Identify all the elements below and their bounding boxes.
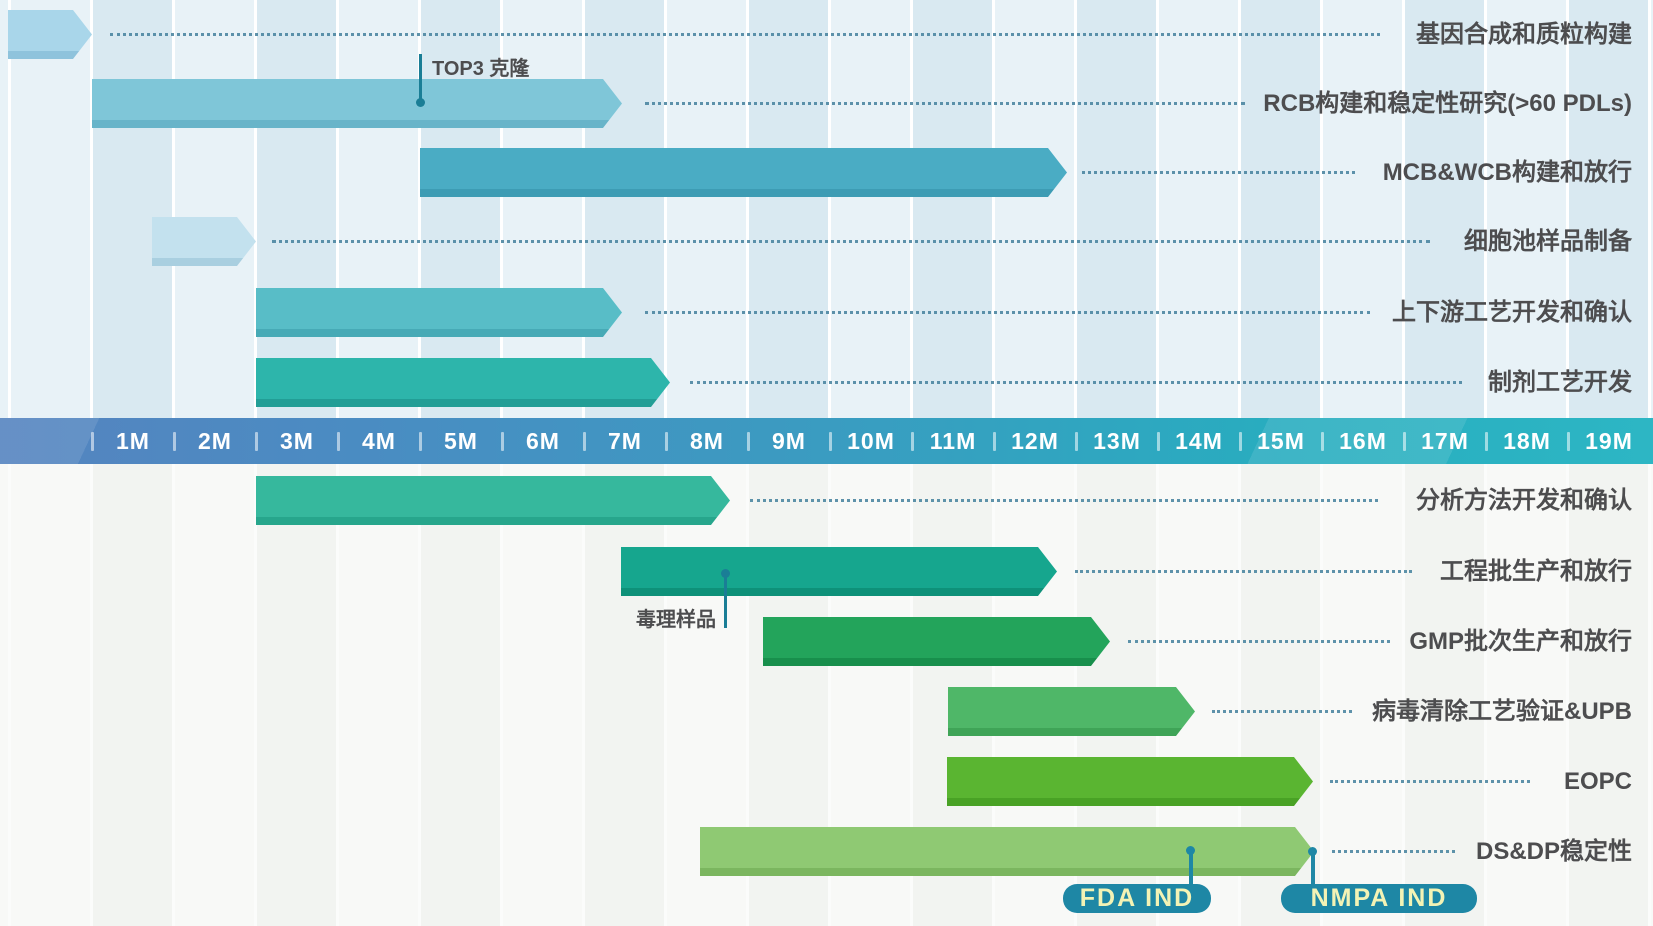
- task-label: DS&DP稳定性: [1475, 837, 1632, 865]
- annotation-connector-dot: [415, 97, 425, 107]
- leader-line: [1128, 639, 1390, 643]
- annotation-connector-line: [418, 54, 422, 102]
- task-bar[interactable]: [256, 476, 730, 525]
- axis-month-label: 17M: [1421, 427, 1469, 454]
- axis-tick: [1402, 432, 1406, 451]
- axis-tick: [910, 432, 914, 451]
- milestone-badge[interactable]: FDA IND: [1063, 884, 1211, 913]
- task-label: 工程批生产和放行: [1440, 557, 1632, 585]
- leader-line: [750, 498, 1378, 502]
- axis-month-label: 16M: [1339, 427, 1387, 454]
- task-label: 制剂工艺开发: [1488, 368, 1632, 396]
- axis-month-label: 15M: [1257, 427, 1305, 454]
- task-bar[interactable]: [256, 358, 670, 407]
- axis-month-label: 3M: [280, 427, 314, 454]
- task-label: 病毒清除工艺验证&UPB: [1371, 697, 1632, 725]
- task-bar[interactable]: [947, 757, 1313, 806]
- leader-line: [645, 101, 1245, 105]
- leader-line: [1212, 709, 1352, 713]
- milestone-badge[interactable]: NMPA IND: [1281, 884, 1477, 913]
- axis-month-label: 4M: [362, 427, 396, 454]
- axis-tick: [746, 432, 750, 451]
- axis-month-label: 13M: [1093, 427, 1141, 454]
- task-label: 上下游工艺开发和确认: [1392, 298, 1632, 326]
- milestone-connector-dot: [1186, 846, 1195, 855]
- leader-line: [1332, 849, 1455, 853]
- axis-tick: [254, 432, 258, 451]
- axis-tick: [664, 432, 668, 451]
- task-label: 细胞池样品制备: [1464, 227, 1632, 255]
- leader-line: [1330, 779, 1530, 783]
- task-bar[interactable]: [8, 10, 92, 59]
- axis-month-label: 18M: [1503, 427, 1551, 454]
- axis-month-label: 8M: [690, 427, 724, 454]
- task-bar[interactable]: [621, 547, 1057, 596]
- task-label: GMP批次生产和放行: [1409, 627, 1632, 655]
- leader-line: [690, 380, 1462, 384]
- annotation-connector-dot: [720, 568, 730, 578]
- axis-tick: [582, 432, 586, 451]
- axis-month-label: 5M: [444, 427, 478, 454]
- axis-month-label: 1M: [116, 427, 150, 454]
- task-label: EOPC: [1563, 767, 1632, 795]
- annotation-label: TOP3 克隆: [432, 58, 530, 80]
- axis-tick: [992, 432, 996, 451]
- milestone-connector-dot: [1308, 847, 1317, 856]
- leader-line: [1075, 569, 1412, 573]
- axis-tick: [1238, 432, 1242, 451]
- task-bar[interactable]: [256, 288, 622, 337]
- axis-month-label: 6M: [526, 427, 560, 454]
- axis-month-label: 14M: [1175, 427, 1223, 454]
- task-bar[interactable]: [92, 79, 622, 128]
- axis-tick: [1074, 432, 1078, 451]
- axis-tick: [1320, 432, 1324, 451]
- bottom-section-background: [0, 464, 1653, 926]
- axis-month-label: 11M: [929, 427, 977, 454]
- task-label: MCB&WCB构建和放行: [1382, 158, 1632, 186]
- milestone-connector-line: [1311, 852, 1315, 884]
- axis-month-label: 12M: [1011, 427, 1059, 454]
- timeline-axis: 1M 2M 3M 4M 5M 6M 7M 8M 9M 10M 11M 12M 13M 14M 15M 16M 1…: [0, 418, 1653, 464]
- axis-tick: [1156, 432, 1160, 451]
- task-bar[interactable]: [152, 217, 256, 266]
- milestone-connector-line: [1189, 851, 1193, 884]
- axis-month-label: 10M: [847, 427, 895, 454]
- axis-tick: [1484, 432, 1488, 451]
- annotation-connector-line: [723, 573, 727, 628]
- task-label: RCB构建和稳定性研究(>60 PDLs): [1263, 89, 1632, 117]
- axis-tick: [336, 432, 340, 451]
- leader-line: [272, 239, 1430, 243]
- task-bar[interactable]: [700, 827, 1314, 876]
- leader-line: [645, 310, 1370, 314]
- task-label: 分析方法开发和确认: [1416, 486, 1632, 514]
- axis-tick: [90, 432, 94, 451]
- task-bar[interactable]: [948, 687, 1195, 736]
- axis-month-label: 9M: [772, 427, 806, 454]
- axis-month-label: 19M: [1585, 427, 1633, 454]
- axis-tick: [1566, 432, 1570, 451]
- task-bar[interactable]: [763, 617, 1110, 666]
- axis-month-label: 7M: [608, 427, 642, 454]
- axis-tick: [500, 432, 504, 451]
- axis-tick: [172, 432, 176, 451]
- axis-month-label: 2M: [198, 427, 232, 454]
- top-section-background: [0, 0, 1653, 418]
- axis-tick: [418, 432, 422, 451]
- annotation-label: 毒理样品: [636, 609, 716, 631]
- task-label: 基因合成和质粒构建: [1416, 20, 1632, 48]
- leader-line: [1082, 170, 1355, 174]
- axis-tick: [828, 432, 832, 451]
- leader-line: [110, 32, 1380, 36]
- task-bar[interactable]: [420, 148, 1067, 197]
